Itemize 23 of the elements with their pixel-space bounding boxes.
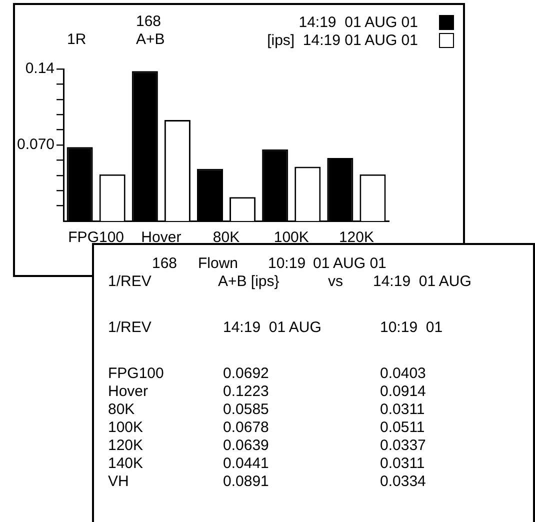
text: 120K 0.0639 0.0337: [108, 437, 426, 454]
text: 80K 0.0585 0.0311: [108, 401, 425, 418]
text: 168: [152, 255, 178, 273]
text: Hover 0.1223 0.0914: [108, 383, 426, 400]
text: FPG100 0.0692 0.0403: [108, 365, 426, 382]
x-tick-label: 80K: [212, 229, 240, 246]
text: 1/REV A+B [ips} vs 14:19 01 AUG: [108, 273, 472, 290]
legend-label: 14:19 01 AUG 01: [298, 14, 418, 30]
text: 100K 0.0678 0.0511: [108, 419, 425, 436]
x-tick-label: 100K: [274, 229, 309, 246]
text: 168: [136, 13, 162, 30]
legend-label: [ips] 14:19 01 AUG 01: [267, 32, 418, 48]
text: VH 0.0891 0.0334: [108, 473, 426, 490]
text: Flown 10:19 01 AUG 01: [198, 255, 386, 272]
y-tick-label: 0.14: [25, 60, 55, 78]
text: A+B: [136, 31, 165, 49]
text: 140K 0.0441 0.0311: [108, 455, 425, 472]
x-tick-label: Hover: [141, 229, 182, 246]
text: 1R: [67, 31, 86, 49]
x-tick-label: 120K: [338, 229, 374, 246]
y-tick-label: 0.070: [16, 136, 55, 154]
x-tick-label: FPG100: [68, 229, 124, 246]
text: 1/REV 14:19 01 AUG 10:19 01: [108, 319, 443, 336]
